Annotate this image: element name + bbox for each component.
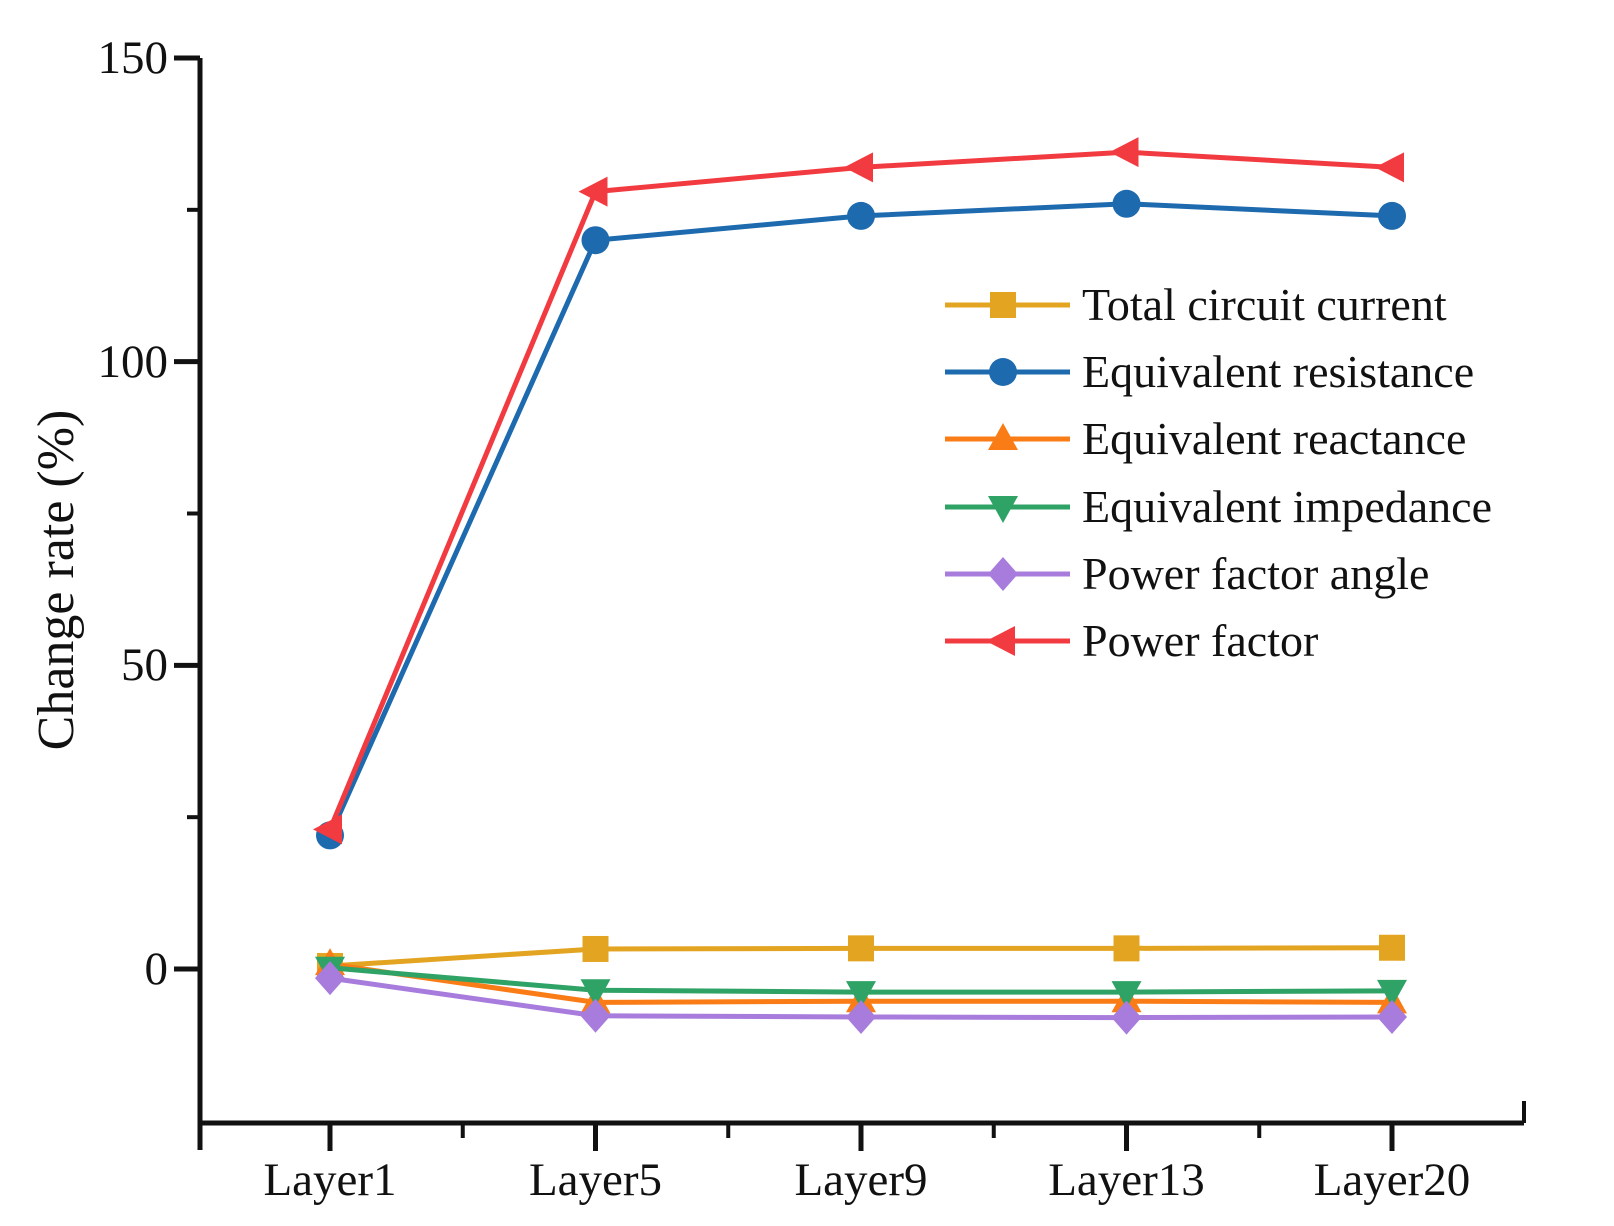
x-tick-label: Layer20 (1313, 1154, 1471, 1206)
series-5 (313, 137, 1404, 845)
y-axis-title: Change rate (%) (28, 409, 85, 751)
legend-marker-icon (945, 358, 1070, 387)
legend-marker-icon (945, 423, 1070, 451)
legend-item: Equivalent resistance (941, 339, 1474, 405)
square-marker (582, 935, 609, 962)
circle-marker (847, 201, 875, 230)
legend-item: Total circuit current (941, 272, 1447, 338)
legend-item: Equivalent reactance (941, 406, 1466, 472)
y-tick-label: 150 (97, 32, 169, 84)
legend-marker-icon (945, 292, 1070, 318)
diamond-marker (988, 556, 1018, 591)
y-tick-label: 100 (97, 335, 169, 388)
triangle-left-marker (1109, 137, 1139, 168)
triangle-left-marker (313, 814, 342, 845)
triangle-down-marker (1377, 979, 1407, 1007)
legend-label: Equivalent reactance (1082, 413, 1467, 465)
triangle-left-marker (844, 152, 873, 183)
x-tick-label: Layer13 (1048, 1154, 1205, 1206)
x-tick-label: Layer9 (794, 1154, 928, 1206)
diamond-marker (1111, 1000, 1142, 1035)
series-0 (317, 934, 1405, 979)
y-tick-label: 50 (121, 639, 168, 692)
circle-marker (1112, 189, 1141, 218)
series-lines (313, 137, 1407, 1035)
legend-marker-icon (945, 556, 1070, 591)
diamond-marker (846, 999, 876, 1034)
legend-label: Power factor angle (1082, 547, 1430, 599)
square-marker (1113, 935, 1140, 962)
x-tick-label: Layer1 (263, 1154, 397, 1206)
square-marker (990, 292, 1016, 318)
circle-marker (581, 226, 610, 255)
triangle-up-marker (988, 423, 1018, 451)
axes (174, 55, 1526, 1151)
diamond-marker (580, 998, 611, 1033)
x-tick-label: Layer5 (528, 1154, 663, 1206)
triangle-left-marker (986, 626, 1015, 656)
y-tick-label: 0 (144, 943, 169, 995)
legend-label: Equivalent resistance (1082, 346, 1475, 398)
triangle-down-marker (988, 495, 1018, 523)
square-marker (1379, 934, 1405, 961)
triangle-down-marker (846, 981, 876, 1009)
triangle-down-marker (580, 979, 611, 1007)
diamond-marker (315, 961, 345, 996)
series-4 (315, 961, 1407, 1035)
triangle-down-marker (1111, 981, 1142, 1009)
legend-item: Power factor angle (941, 541, 1429, 607)
circle-marker (1378, 201, 1406, 230)
series-3 (315, 956, 1407, 1009)
legend-label: Power factor (1082, 615, 1319, 666)
legend-label: Equivalent impedance (1082, 480, 1493, 532)
triangle-left-marker (578, 176, 608, 207)
triangle-left-marker (1375, 152, 1404, 183)
diamond-marker (1377, 999, 1407, 1034)
circle-marker (989, 358, 1017, 387)
square-marker (848, 935, 874, 962)
legend-item: Power factor (941, 608, 1318, 674)
legend-marker-icon (945, 626, 1070, 656)
legend-marker-icon (945, 495, 1070, 523)
legend-item: Equivalent impedance (941, 474, 1492, 540)
legend-label: Total circuit current (1082, 279, 1447, 330)
